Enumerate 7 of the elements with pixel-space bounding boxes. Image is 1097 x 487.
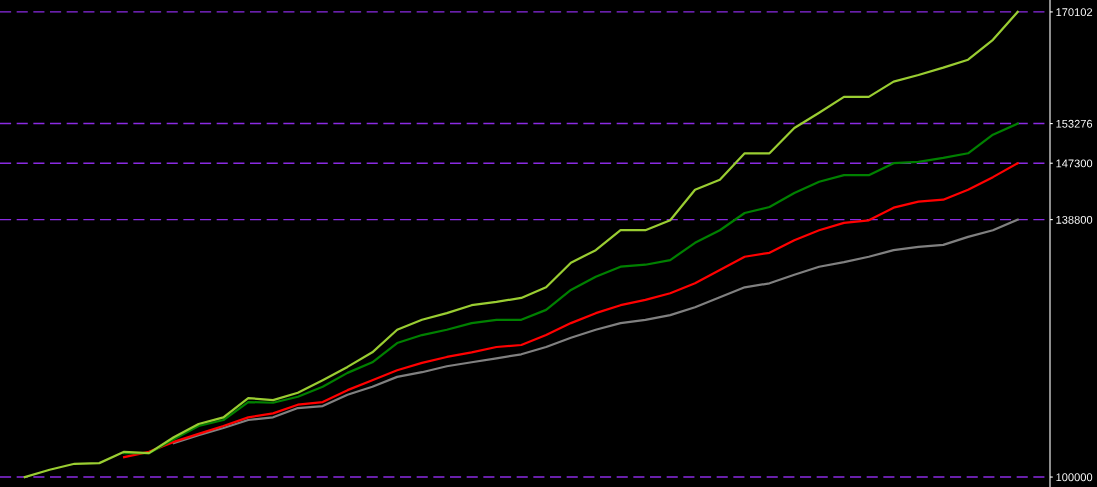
line-series — [23, 10, 1019, 479]
y-tick-label: 138800 — [1056, 215, 1093, 224]
line-series — [172, 218, 1019, 445]
y-tick-label: 170102 — [1056, 8, 1093, 17]
y-tick-label: 153276 — [1056, 119, 1093, 128]
y-tick-label: 100000 — [1056, 473, 1093, 482]
y-tick-label: 147300 — [1056, 159, 1093, 168]
